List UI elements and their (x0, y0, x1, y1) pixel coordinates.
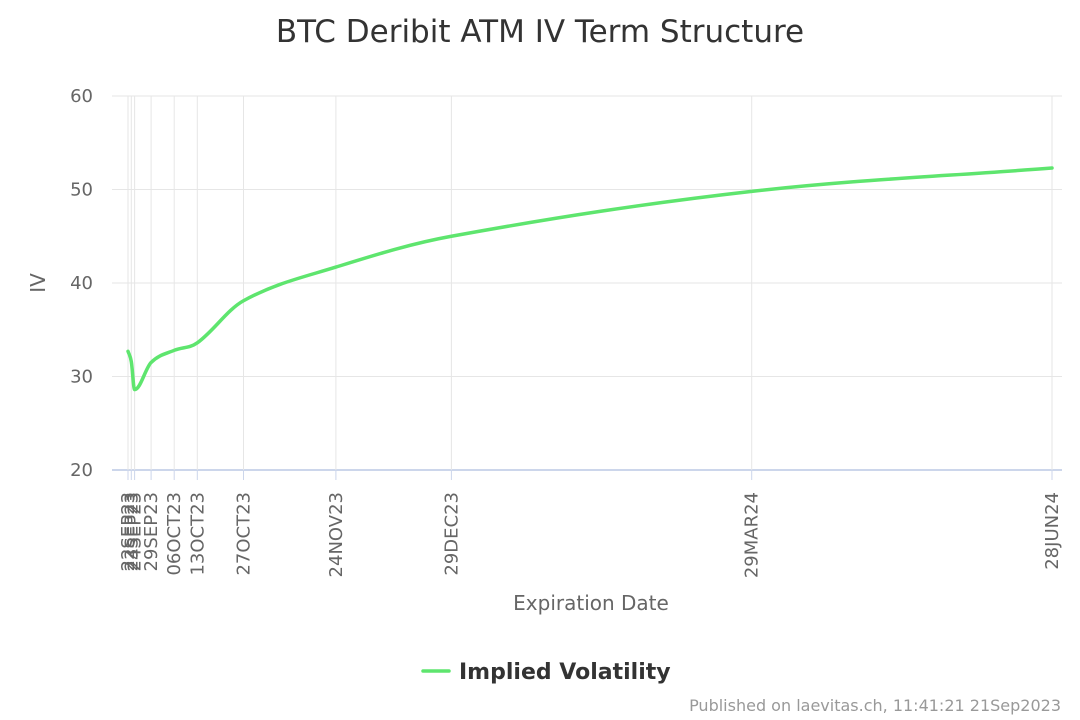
data-point[interactable] (147, 358, 155, 366)
data-point[interactable] (240, 297, 248, 305)
x-tick-label: 23SEP23 (121, 492, 142, 571)
x-tick-label: 22SEP23 (118, 492, 139, 571)
y-tick-label: 40 (70, 273, 93, 294)
data-point[interactable] (127, 358, 135, 366)
legend-label: Implied Volatility (459, 660, 671, 685)
data-point[interactable] (193, 339, 201, 347)
data-point[interactable] (447, 232, 455, 240)
x-tick-label: 24NOV23 (326, 492, 347, 577)
data-point[interactable] (748, 187, 756, 195)
y-tick-label: 50 (70, 180, 93, 201)
y-tick-label: 20 (70, 460, 93, 481)
x-tick-label: 06OCT23 (164, 492, 185, 576)
x-tick-label: 29MAR24 (742, 492, 763, 578)
credit-text[interactable]: Published on laevitas.ch, 11:41:21 21Sep… (689, 696, 1061, 715)
y-tick-label: 30 (70, 367, 93, 388)
data-point[interactable] (131, 386, 139, 394)
grid (112, 95, 1062, 480)
chart-title: BTC Deribit ATM IV Term Structure (276, 14, 804, 50)
series-line-implied-volatility[interactable] (126, 166, 1054, 392)
y-axis-title: IV (26, 273, 50, 293)
legend[interactable]: Implied Volatility (421, 660, 671, 685)
data-point[interactable] (124, 347, 132, 355)
series-layer (124, 164, 1056, 394)
data-point[interactable] (332, 263, 340, 271)
x-tick-label: 29SEP23 (141, 492, 162, 571)
data-point[interactable] (1048, 164, 1056, 172)
x-tick-label: 24SEP23 (125, 492, 146, 571)
data-point[interactable] (170, 346, 178, 354)
x-tick-label: 28JUN24 (1042, 492, 1063, 570)
x-tick-label: 27OCT23 (234, 492, 255, 576)
x-tick-label: 29DEC23 (441, 492, 462, 576)
x-axis-title: Expiration Date (513, 591, 669, 615)
x-tick-label: 13OCT23 (187, 492, 208, 576)
y-axis-ticks: 20 30 40 50 60 (70, 86, 93, 481)
y-tick-label: 60 (70, 86, 93, 107)
